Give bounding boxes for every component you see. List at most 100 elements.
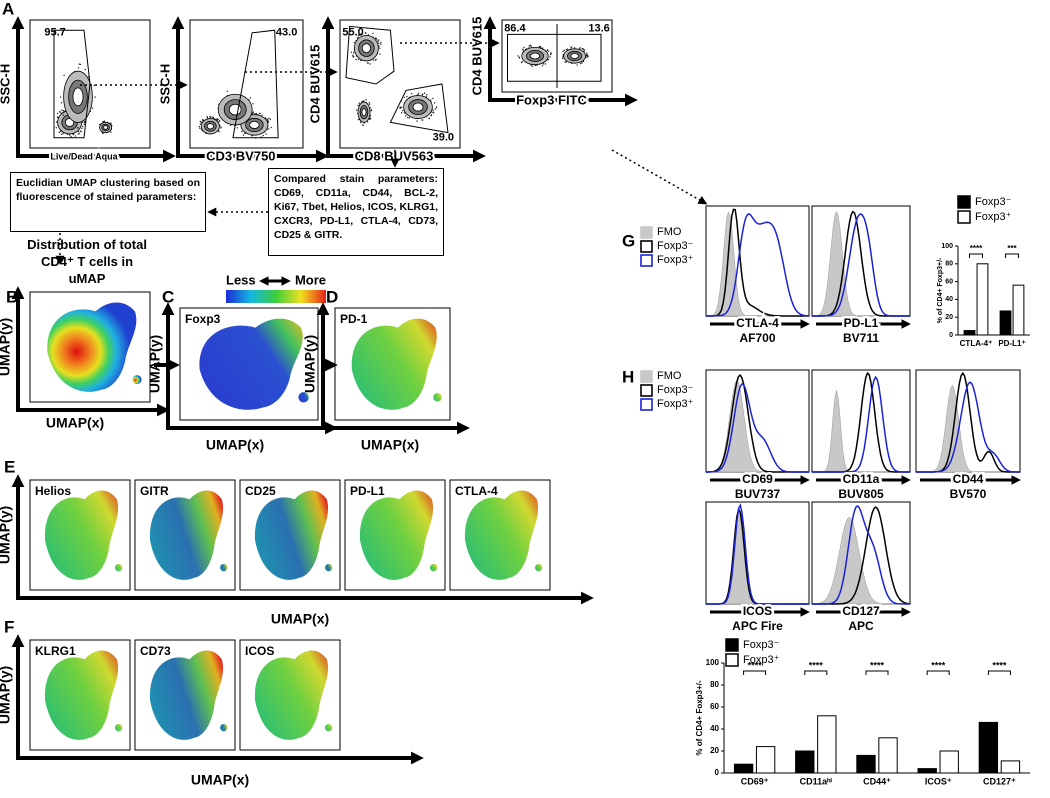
event-dot	[406, 95, 408, 98]
event-dot	[570, 46, 573, 48]
event-dot	[432, 112, 435, 114]
event-dot	[60, 102, 63, 104]
event-dot	[91, 107, 94, 109]
event-dot	[198, 125, 201, 128]
umap-cells	[132, 375, 142, 385]
event-dot	[547, 50, 550, 52]
y-tick-label: 60	[945, 278, 953, 285]
event-dot	[356, 37, 359, 39]
umap-marker-label: PD-L1	[350, 484, 385, 498]
colorbar-low-label: Less	[226, 272, 256, 287]
event-dot	[369, 117, 371, 119]
density-contour	[103, 125, 109, 130]
bar	[795, 750, 815, 774]
histogram-curve	[812, 213, 910, 317]
panel-letter: H	[622, 367, 634, 386]
event-dot	[268, 128, 270, 130]
histogram-curve	[706, 503, 809, 605]
significance-label: ****	[870, 660, 885, 670]
umap-cells	[47, 302, 137, 392]
significance-bracket	[743, 670, 767, 675]
event-dot	[435, 106, 438, 108]
event-dot	[434, 108, 436, 110]
bar	[939, 750, 959, 774]
histogram-frame	[705, 369, 810, 473]
event-dot	[431, 111, 433, 114]
umap-y-label: UMAP(y)	[0, 666, 13, 724]
event-dot	[267, 120, 269, 122]
gate	[507, 33, 602, 82]
bar	[976, 263, 989, 336]
umap-x-label: UMAP(x)	[191, 772, 249, 788]
umap-marker-label: CD25	[245, 484, 276, 498]
event-dot	[377, 42, 380, 44]
histogram-marker-label: CD69	[742, 472, 773, 486]
histogram-fluor-label: BUV805	[838, 487, 884, 501]
umap-marker-label: CTLA-4	[455, 484, 498, 498]
significance-label: ***	[1007, 244, 1017, 253]
event-dot	[102, 132, 104, 135]
umap-cells	[298, 392, 309, 403]
flow-y-label: CD4 BUV615	[307, 45, 322, 124]
event-dot	[408, 117, 410, 119]
flow-x-label: CD3 BV750	[206, 148, 275, 163]
significance-bracket	[969, 253, 983, 258]
event-dot	[55, 121, 58, 123]
event-dot	[363, 100, 365, 102]
legend-swatch	[640, 240, 653, 253]
event-dot	[522, 48, 524, 51]
umap-marker-label: Helios	[35, 484, 71, 498]
event-dot	[541, 65, 544, 67]
event-dot	[242, 134, 245, 136]
event-dot	[539, 45, 542, 48]
legend-swatch	[957, 210, 971, 224]
event-dot	[81, 125, 84, 128]
y-tick-label: 80	[945, 261, 953, 268]
event-dot	[416, 120, 418, 122]
event-dot	[544, 63, 547, 65]
histogram-fluor-label: AF700	[739, 331, 775, 345]
event-dot	[244, 132, 246, 135]
gate	[345, 25, 395, 85]
event-dot	[417, 92, 420, 95]
y-tick-label: 20	[710, 746, 719, 755]
umap-x-label: UMAP(x)	[206, 437, 264, 453]
y-tick-label: 20	[945, 314, 953, 321]
histogram-curve	[812, 375, 910, 473]
event-dot	[352, 52, 355, 54]
event-dot	[202, 119, 204, 121]
umap-cells	[114, 563, 123, 572]
legend-swatch	[725, 638, 739, 652]
umap-cells	[534, 563, 543, 572]
umap-x-label: UMAP(x)	[361, 437, 419, 453]
y-tick-label: 80	[710, 680, 719, 689]
event-dot	[370, 109, 373, 111]
umap-cells	[324, 723, 333, 732]
event-dot	[357, 58, 360, 61]
event-dot	[380, 43, 382, 45]
event-dot	[365, 99, 367, 101]
umap-cells	[464, 490, 539, 580]
event-dot	[403, 112, 406, 114]
event-dot	[355, 109, 358, 111]
y-tick-label: 40	[945, 296, 953, 303]
event-dot	[563, 49, 566, 52]
umap-x-label: UMAP(x)	[271, 611, 329, 627]
event-dot	[103, 120, 106, 122]
panel-letter: A	[2, 0, 14, 18]
event-dot	[199, 120, 202, 123]
legend-swatch	[725, 653, 739, 667]
bar	[817, 715, 837, 774]
event-dot	[206, 116, 208, 118]
legend-label: Foxp3⁺	[657, 254, 694, 266]
event-dot	[581, 62, 583, 64]
histogram-curve	[812, 505, 910, 605]
event-dot	[77, 67, 80, 69]
event-dot	[549, 53, 552, 56]
gate	[389, 83, 449, 134]
event-dot	[402, 110, 404, 112]
event-dot	[270, 126, 272, 129]
gate	[53, 29, 91, 139]
event-dot	[430, 99, 432, 101]
umap-x-label: UMAP(x)	[46, 415, 104, 431]
